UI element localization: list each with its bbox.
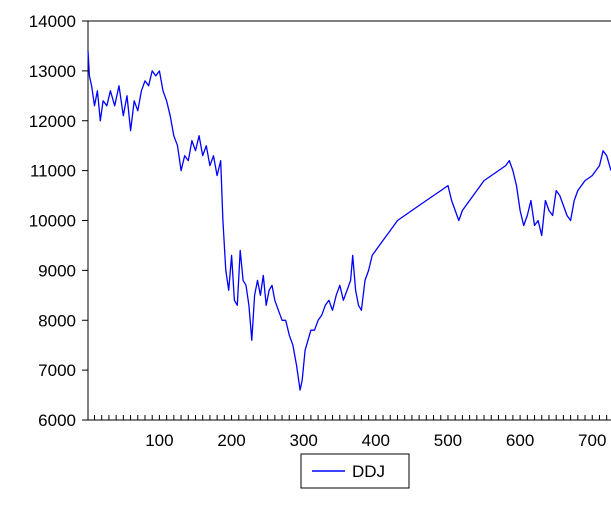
x-tick-label: 400 — [362, 431, 390, 450]
y-tick-label: 13000 — [29, 62, 76, 81]
legend: DDJ — [300, 453, 410, 489]
x-tick-label: 700 — [578, 431, 606, 450]
y-axis-ticks: 6000 7000 8000 9000 10000 11000 12000 13000 1400… — [29, 12, 88, 430]
x-tick-label: 300 — [290, 431, 318, 450]
series-layer — [87, 50, 611, 391]
x-tick-label: 500 — [434, 431, 462, 450]
x-tick-label: 600 — [506, 431, 534, 450]
y-tick-label: 10000 — [29, 212, 76, 231]
y-tick-label: 8000 — [38, 311, 76, 330]
y-tick-label: 6000 — [38, 411, 76, 430]
plot-frame — [87, 20, 611, 421]
y-tick-label: 9000 — [38, 261, 76, 280]
legend-label-ddj: DDJ — [352, 462, 385, 481]
series-line-ddj — [87, 50, 611, 391]
y-tick-label: 12000 — [29, 112, 76, 131]
x-axis-ticks: 100 200 300 400 500 600 700 — [93, 415, 608, 450]
y-tick-label: 11000 — [30, 162, 76, 181]
y-tick-label: 7000 — [38, 361, 76, 380]
x-tick-label: 100 — [145, 431, 173, 450]
y-tick-label: 14000 — [29, 12, 76, 31]
x-tick-label: 200 — [217, 431, 245, 450]
